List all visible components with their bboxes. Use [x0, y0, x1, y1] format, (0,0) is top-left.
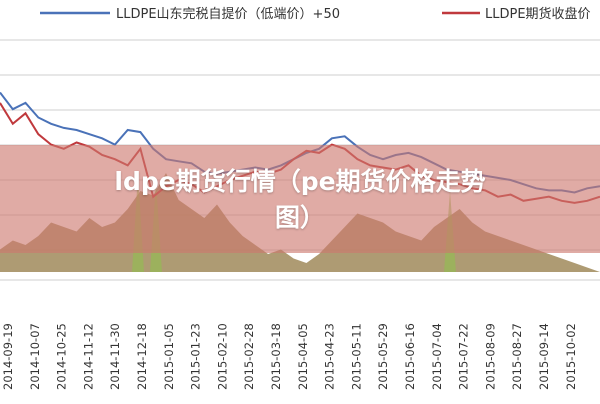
x-tick-label: 2014-11-12 [81, 323, 95, 390]
x-tick-label: 2015-04-23 [323, 323, 337, 390]
overlay-title-line-1: ldpe期货行情（pe期货价格走势 [114, 167, 486, 196]
title-overlay: ldpe期货行情（pe期货价格走势 图） [0, 145, 600, 253]
x-tick-label: 2015-08-27 [510, 323, 524, 390]
legend-label-series-2: LLDPE期货收盘价 [485, 6, 591, 22]
x-tick-label: 2014-10-25 [55, 323, 69, 390]
x-tick-label: 2015-02-28 [242, 323, 256, 390]
x-tick-label: 2015-06-16 [403, 323, 417, 390]
x-tick-label: 2015-05-11 [349, 323, 363, 390]
x-tick-label: 2015-07-22 [457, 323, 471, 390]
x-tick-label: 2015-01-23 [189, 323, 203, 390]
legend: LLDPE山东完税自提价（低端价）+50 LLDPE期货收盘价 [40, 6, 591, 22]
x-tick-label: 2015-03-18 [269, 323, 283, 390]
x-tick-label: 2014-09-19 [1, 323, 15, 390]
x-tick-label: 2014-10-07 [28, 323, 42, 390]
x-tick-label: 2014-11-30 [108, 323, 122, 390]
x-tick-label: 2015-08-09 [483, 323, 497, 390]
overlay-title-line-2: 图） [274, 203, 325, 232]
x-tick-label: 2015-07-04 [430, 323, 444, 390]
x-tick-label: 2014-12-18 [135, 323, 149, 390]
x-tick-label: 2015-04-05 [296, 323, 310, 390]
x-tick-label: 2015-05-29 [376, 323, 390, 390]
x-tick-label: 2015-09-14 [537, 323, 551, 390]
legend-label-series-1: LLDPE山东完税自提价（低端价）+50 [116, 6, 340, 22]
x-axis-ticks: 2014-09-19 2014-10-07 2014-10-25 2014-11-12… [1, 323, 578, 390]
x-tick-label: 2015-01-05 [162, 323, 176, 390]
x-tick-label: 2015-10-02 [564, 323, 578, 390]
x-tick-label: 2015-02-10 [215, 323, 229, 390]
